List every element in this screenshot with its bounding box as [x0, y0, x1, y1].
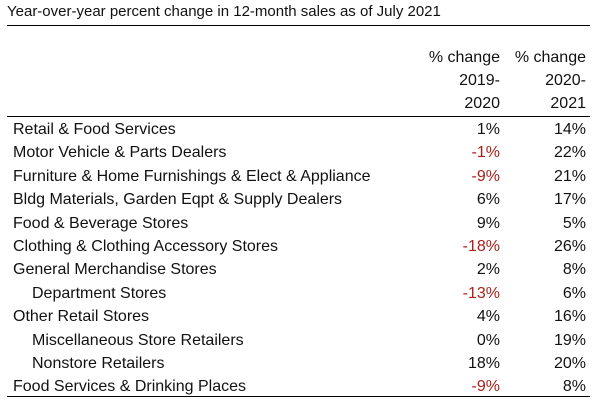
row-label: Retail & Food Services: [13, 121, 176, 138]
row-label: Motor Vehicle & Parts Dealers: [13, 144, 227, 162]
value-2020-2021: 17%: [553, 191, 586, 209]
value-2020-2021: 26%: [553, 237, 586, 255]
value-2020-2021: 6%: [562, 284, 586, 302]
table-row: Other Retail Stores 4% 16%: [0, 305, 600, 328]
table-bottom-rule: [7, 396, 590, 397]
column-header-2019-2020: % change 2019- 2020: [420, 46, 500, 115]
row-label: Other Retail Stores: [13, 308, 150, 326]
value-2019-2020: -9%: [471, 167, 500, 185]
value-2019-2020: 18%: [467, 354, 500, 372]
value-2019-2020: 0%: [476, 331, 500, 349]
table-row: Food Services & Drinking Places -9% 8%: [0, 375, 600, 398]
value-2019-2020: -18%: [462, 237, 500, 255]
value-2019-2020: -13%: [462, 284, 500, 302]
value-2020-2021: 21%: [553, 167, 586, 185]
value-2020-2021: 16%: [553, 308, 586, 326]
table-row: Retail & Food Services 1% 14%: [0, 118, 600, 141]
table-row: Department Stores -13% 6%: [0, 282, 600, 305]
row-label: Clothing & Clothing Accessory Stores: [13, 237, 279, 255]
row-label: General Merchandise Stores: [13, 261, 217, 279]
title-underline: [7, 25, 590, 26]
value-2019-2020: 1%: [476, 121, 500, 138]
column-header-line: 2020: [464, 95, 500, 112]
row-label: Miscellaneous Store Retailers: [32, 331, 244, 349]
column-header-line: % change: [428, 49, 500, 66]
column-header-2020-2021: % change 2020- 2021: [506, 46, 586, 115]
row-label: Food & Beverage Stores: [13, 214, 189, 232]
table-row: Nonstore Retailers 18% 20%: [0, 352, 600, 375]
table-row: Motor Vehicle & Parts Dealers -1% 22%: [0, 141, 600, 164]
column-header-line: 2019-: [459, 72, 500, 89]
value-2020-2021: 19%: [553, 331, 586, 349]
table-row: Miscellaneous Store Retailers 0% 19%: [0, 329, 600, 352]
value-2019-2020: 9%: [476, 214, 500, 232]
value-2020-2021: 20%: [553, 354, 586, 372]
value-2019-2020: -9%: [471, 378, 500, 396]
value-2020-2021: 22%: [553, 144, 586, 162]
value-2020-2021: 8%: [562, 261, 586, 279]
table-row: Clothing & Clothing Accessory Stores -18%…: [0, 235, 600, 258]
table-title: Year-over-year percent change in 12-mont…: [7, 3, 441, 20]
value-2019-2020: 2%: [476, 261, 500, 279]
value-2020-2021: 8%: [562, 378, 586, 396]
value-2019-2020: 4%: [476, 308, 500, 326]
row-label: Department Stores: [32, 284, 167, 302]
row-label: Nonstore Retailers: [32, 354, 165, 372]
table-row: Food & Beverage Stores 9% 5%: [0, 212, 600, 235]
table-row: Furniture & Home Furnishings & Elect & A…: [0, 165, 600, 188]
value-2019-2020: -1%: [471, 144, 500, 162]
value-2020-2021: 5%: [562, 214, 586, 232]
table-body: Retail & Food Services 1% 14% Motor Vehicle…: [0, 118, 600, 399]
row-label: Food Services & Drinking Places: [13, 378, 246, 396]
row-label: Bldg Materials, Garden Eqpt & Supply Dea…: [13, 191, 343, 209]
value-2019-2020: 6%: [476, 191, 500, 209]
table-row: Bldg Materials, Garden Eqpt & Supply Dea…: [0, 188, 600, 211]
header-underline: [7, 116, 590, 117]
table-row: General Merchandise Stores 2% 8%: [0, 258, 600, 281]
value-2020-2021: 14%: [553, 121, 586, 138]
column-header-line: % change: [514, 49, 586, 66]
row-label: Furniture & Home Furnishings & Elect & A…: [13, 167, 371, 185]
column-header-line: 2021: [550, 95, 586, 112]
column-header-line: 2020-: [545, 72, 586, 89]
